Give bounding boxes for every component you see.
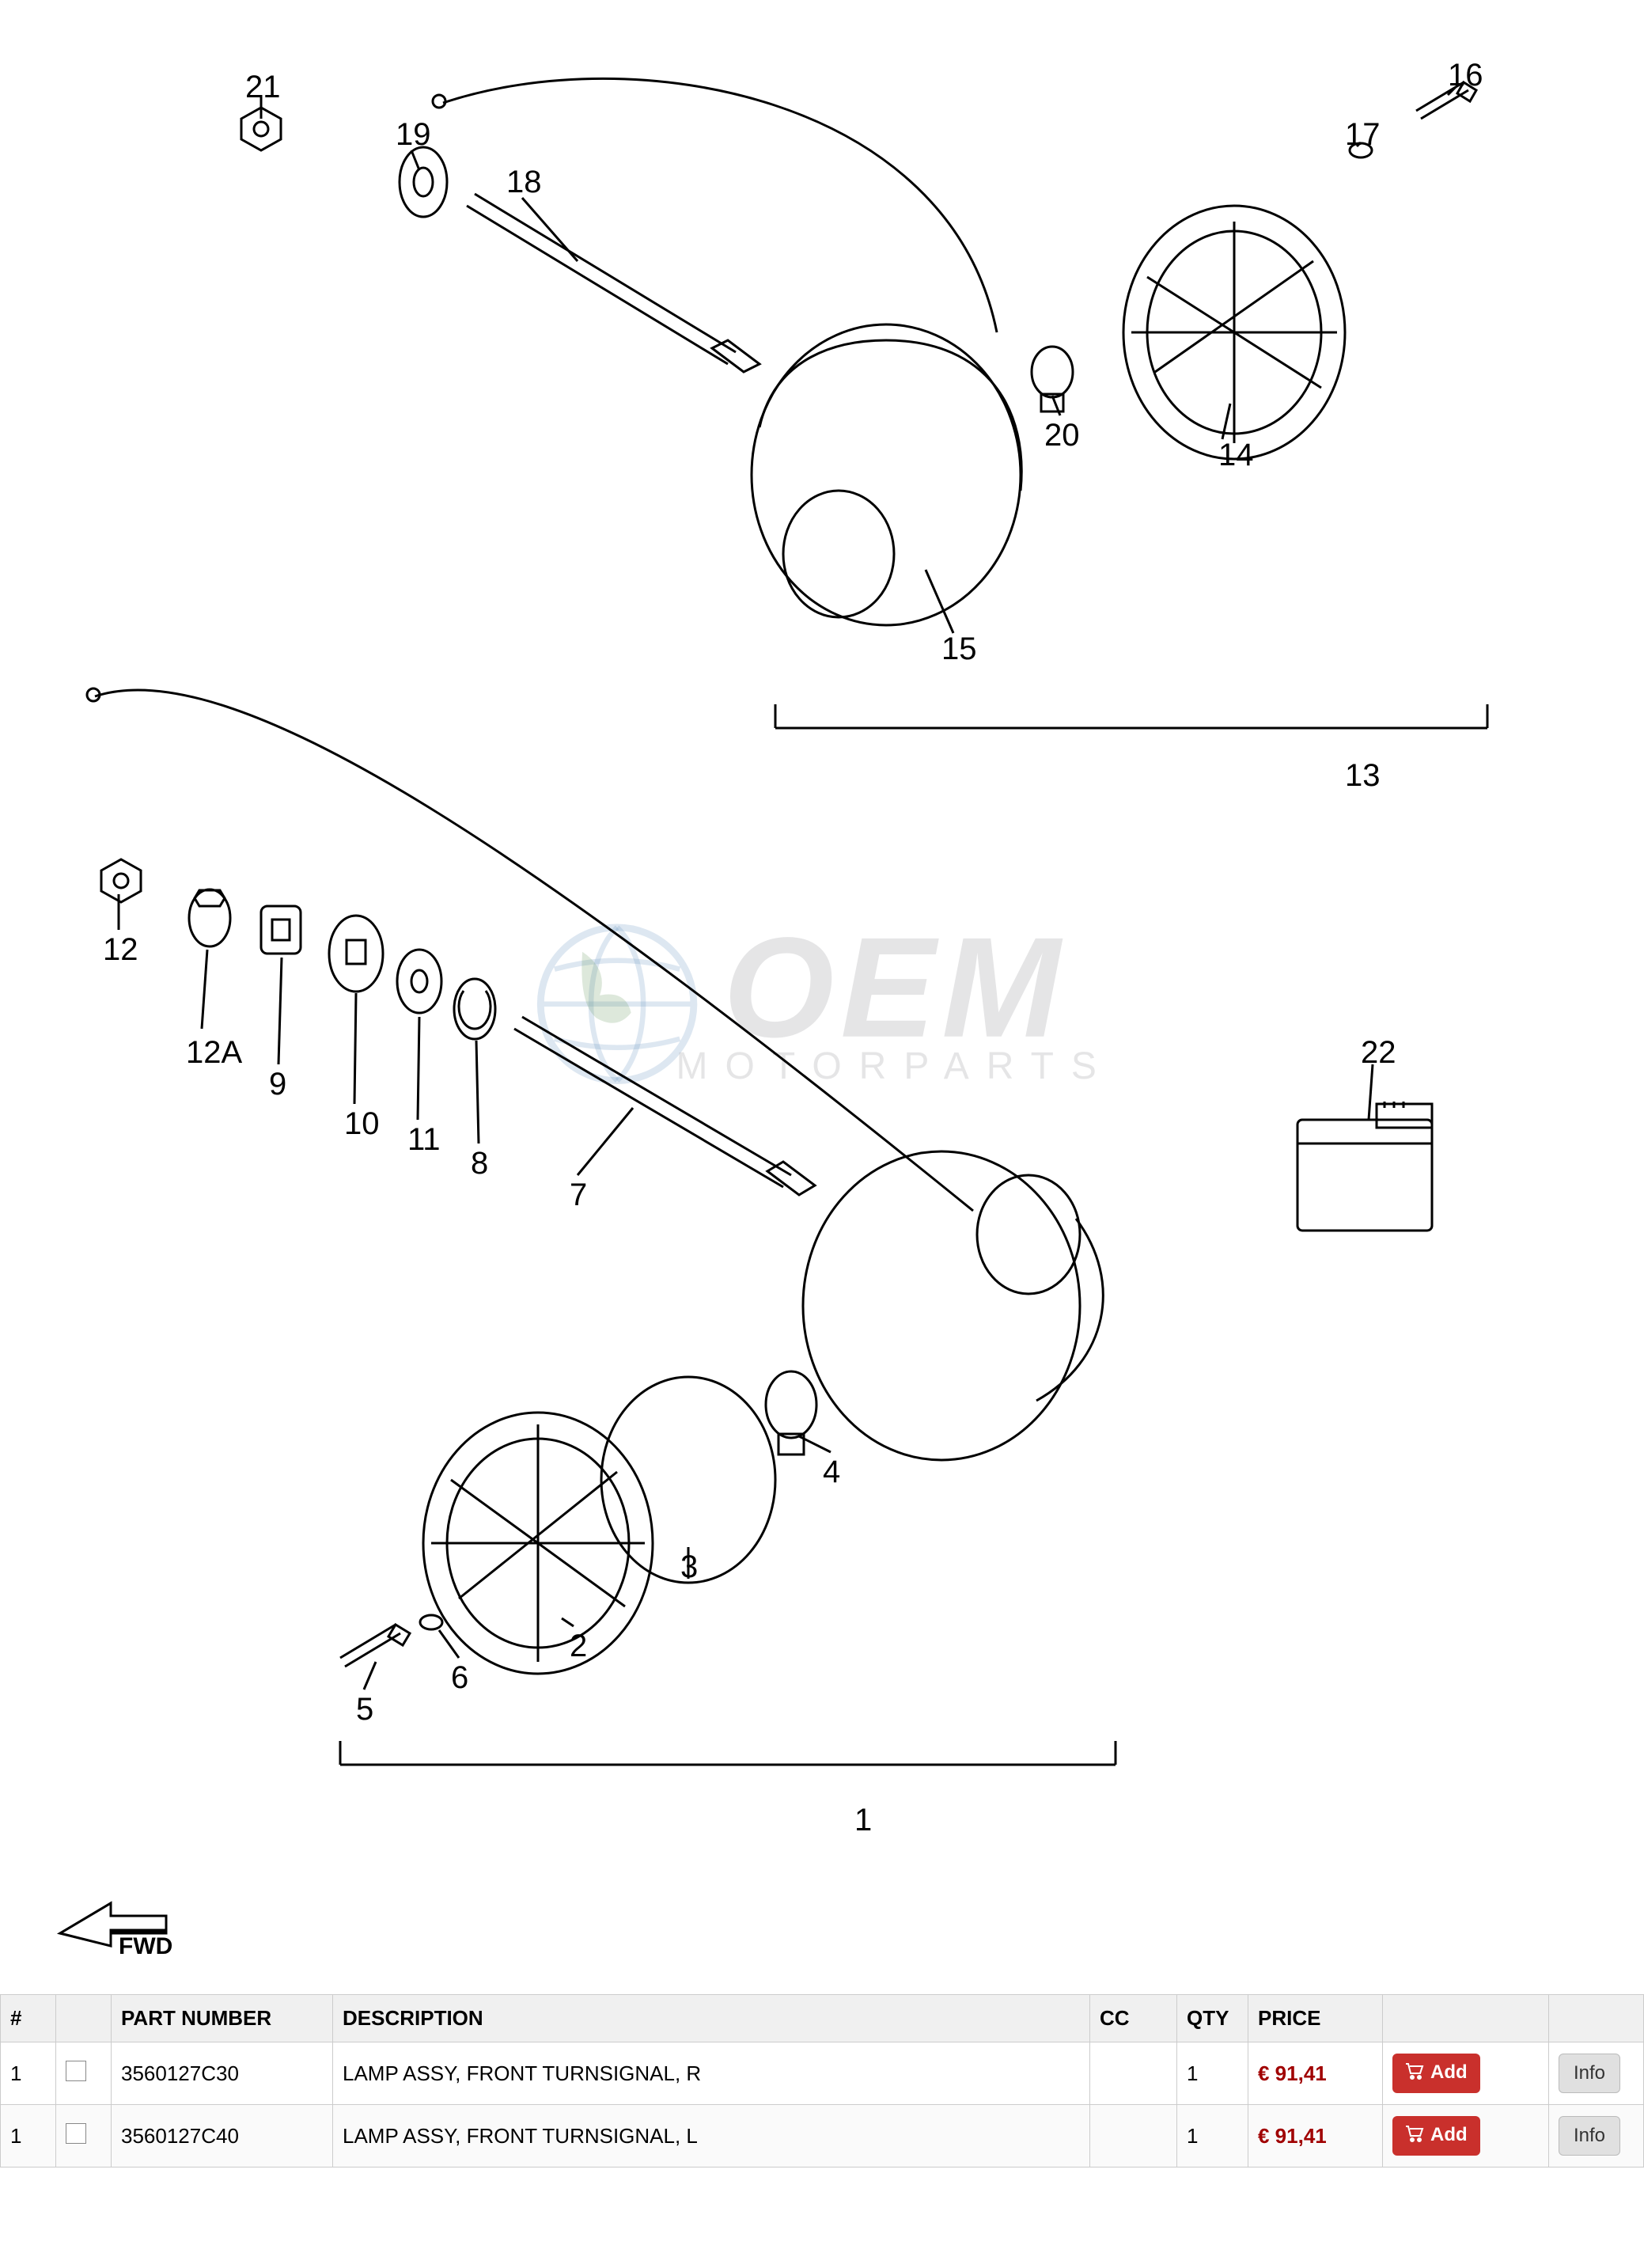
cell-part: 3560127C30 <box>112 2042 333 2105</box>
page: OEM MOTORPARTS <box>0 0 1644 2167</box>
callout-2: 2 <box>570 1630 587 1662</box>
info-button[interactable]: Info <box>1559 2054 1620 2093</box>
th-cc: CC <box>1090 1995 1177 2042</box>
fwd-label: FWD <box>119 1933 172 1959</box>
callout-10: 10 <box>344 1108 380 1140</box>
callout-9: 9 <box>269 1068 286 1100</box>
th-part: PART NUMBER <box>112 1995 333 2042</box>
callout-19: 19 <box>396 119 431 150</box>
callout-17: 17 <box>1345 119 1381 150</box>
fwd-indicator: FWD <box>55 1887 214 1963</box>
cell-cc <box>1090 2105 1177 2167</box>
callout-8: 8 <box>471 1147 488 1179</box>
add-to-cart-button[interactable]: Add <box>1392 2054 1480 2092</box>
cell-cc <box>1090 2042 1177 2105</box>
th-price: PRICE <box>1248 1995 1383 2042</box>
parts-table-wrap: # PART NUMBER DESCRIPTION CC QTY PRICE 1… <box>0 1994 1644 2167</box>
cell-price: € 91,41 <box>1248 2042 1383 2105</box>
callout-5: 5 <box>356 1693 373 1725</box>
th-cart <box>1383 1995 1549 2042</box>
info-button[interactable]: Info <box>1559 2116 1620 2156</box>
cell-cart: Add <box>1383 2042 1549 2105</box>
callout-18: 18 <box>506 166 542 198</box>
add-to-cart-button[interactable]: Add <box>1392 2116 1480 2155</box>
cart-icon <box>1405 2125 1424 2148</box>
cell-qty: 1 <box>1177 2042 1248 2105</box>
callout-21: 21 <box>245 71 281 103</box>
callout-12: 12 <box>103 934 138 965</box>
cell-price: € 91,41 <box>1248 2105 1383 2167</box>
table-row: 1 3560127C30LAMP ASSY, FRONT TURNSIGNAL, … <box>1 2042 1644 2105</box>
th-qty: QTY <box>1177 1995 1248 2042</box>
table-header: # PART NUMBER DESCRIPTION CC QTY PRICE <box>1 1995 1644 2042</box>
table-row: 1 3560127C40LAMP ASSY, FRONT TURNSIGNAL, … <box>1 2105 1644 2167</box>
exploded-diagram: OEM MOTORPARTS <box>0 0 1644 1994</box>
th-check <box>56 1995 112 2042</box>
th-num: # <box>1 1995 56 2042</box>
callout-11: 11 <box>407 1124 441 1155</box>
callout-12A: 12A <box>186 1037 242 1068</box>
cell-desc: LAMP ASSY, FRONT TURNSIGNAL, R <box>333 2042 1090 2105</box>
row-checkbox[interactable] <box>66 2123 86 2144</box>
callout-13: 13 <box>1345 760 1381 791</box>
lineart <box>0 0 1644 1994</box>
row-checkbox[interactable] <box>66 2061 86 2081</box>
callout-20: 20 <box>1044 419 1080 451</box>
cart-icon <box>1405 2062 1424 2085</box>
cell-info: Info <box>1549 2042 1644 2105</box>
cell-num: 1 <box>1 2105 56 2167</box>
callout-22: 22 <box>1361 1037 1396 1068</box>
cell-num: 1 <box>1 2042 56 2105</box>
table-body: 1 3560127C30LAMP ASSY, FRONT TURNSIGNAL, … <box>1 2042 1644 2167</box>
th-desc: DESCRIPTION <box>333 1995 1090 2042</box>
parts-table: # PART NUMBER DESCRIPTION CC QTY PRICE 1… <box>0 1994 1644 2167</box>
cell-cart: Add <box>1383 2105 1549 2167</box>
callout-14: 14 <box>1218 439 1254 471</box>
cell-info: Info <box>1549 2105 1644 2167</box>
callout-4: 4 <box>823 1456 840 1488</box>
callout-16: 16 <box>1448 59 1483 91</box>
cell-qty: 1 <box>1177 2105 1248 2167</box>
callout-1: 1 <box>854 1804 872 1836</box>
th-info <box>1549 1995 1644 2042</box>
callout-15: 15 <box>941 633 977 665</box>
callout-6: 6 <box>451 1662 468 1693</box>
cell-check[interactable] <box>56 2105 112 2167</box>
callout-3: 3 <box>680 1551 698 1583</box>
cell-desc: LAMP ASSY, FRONT TURNSIGNAL, L <box>333 2105 1090 2167</box>
cell-part: 3560127C40 <box>112 2105 333 2167</box>
callout-7: 7 <box>570 1179 587 1211</box>
cell-check[interactable] <box>56 2042 112 2105</box>
